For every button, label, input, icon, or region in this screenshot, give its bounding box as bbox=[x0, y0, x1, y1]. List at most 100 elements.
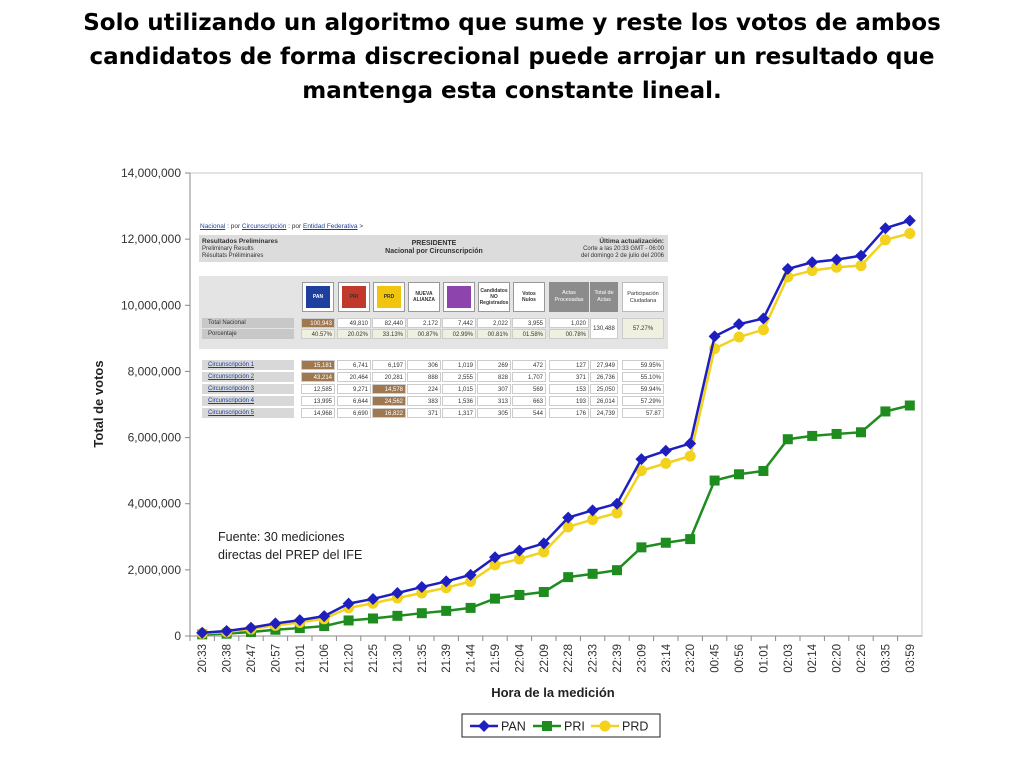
circunscripcion-part-cell: 57.29% bbox=[622, 396, 664, 406]
point-prd bbox=[831, 261, 843, 273]
circunscripcion-actas-cell: 193 bbox=[549, 396, 589, 406]
point-pri bbox=[441, 605, 452, 616]
point-pri bbox=[880, 406, 891, 417]
x-tick-label: 03:59 bbox=[905, 644, 917, 673]
pct-value-cell: 02.99% bbox=[442, 329, 476, 339]
point-pan bbox=[489, 551, 501, 564]
circunscripcion-value-cell: 544 bbox=[512, 408, 546, 418]
circunscripcion-value-cell: 224 bbox=[407, 384, 441, 394]
point-pri bbox=[343, 615, 354, 626]
point-pan bbox=[684, 437, 697, 450]
circunscripcion-value-cell: 6,197 bbox=[372, 360, 406, 370]
point-pan bbox=[440, 575, 453, 588]
point-pan bbox=[196, 626, 209, 639]
circunscripcion-part-cell: 55.10% bbox=[622, 372, 664, 382]
legend-marker-pri bbox=[542, 721, 552, 731]
circunscripcion-value-cell: 306 bbox=[407, 360, 441, 370]
x-tick-label: 22:33 bbox=[588, 644, 600, 673]
circunscripcion-value-cell: 1,317 bbox=[442, 408, 476, 418]
pct-value-cell: 00.81% bbox=[477, 329, 511, 339]
point-pan bbox=[855, 249, 867, 262]
legend-marker-pan bbox=[478, 720, 490, 732]
x-tick-label: 20:47 bbox=[246, 644, 258, 673]
circunscripcion-value-cell: 383 bbox=[407, 396, 441, 406]
point-prd bbox=[611, 507, 623, 519]
party-logo-label: PAN bbox=[306, 286, 330, 308]
point-pan bbox=[367, 592, 379, 605]
x-tick-label: 21:44 bbox=[466, 643, 478, 672]
circunscripcion-row-label: Circunscripción 5 bbox=[202, 408, 294, 418]
point-pri bbox=[636, 542, 647, 553]
point-prd bbox=[489, 559, 501, 571]
point-prd bbox=[879, 234, 891, 246]
point-prd bbox=[733, 331, 745, 343]
total-value-cell: 49,810 bbox=[337, 318, 371, 328]
total-value-cell: 3,955 bbox=[512, 318, 546, 328]
circunscripcion-total-cell: 26,736 bbox=[590, 372, 618, 382]
x-tick-label: 21:01 bbox=[295, 644, 307, 673]
circunscripcion-value-cell: 6,690 bbox=[337, 408, 371, 418]
pct-value-cell: 01.58% bbox=[512, 329, 546, 339]
total-participacion-cell: 57.27% bbox=[622, 318, 664, 339]
x-tick-label: 23:09 bbox=[636, 644, 648, 673]
header-left-2: Preliminary Results bbox=[202, 246, 254, 252]
party-logo bbox=[443, 282, 475, 312]
point-pan bbox=[220, 625, 233, 638]
circunscripcion-value-cell: 14,968 bbox=[301, 408, 335, 418]
x-tick-label: 20:57 bbox=[270, 644, 282, 673]
x-tick-label: 02:26 bbox=[856, 644, 868, 673]
x-tick-label: 21:30 bbox=[392, 644, 404, 673]
point-pan bbox=[635, 453, 648, 466]
y-axis-title: Total de votos bbox=[91, 360, 106, 447]
x-tick-label: 21:20 bbox=[344, 644, 356, 673]
point-pan bbox=[806, 256, 819, 269]
point-prd bbox=[538, 546, 550, 558]
point-prd bbox=[757, 324, 769, 336]
col-actas-procesadas: Actas Procesadas bbox=[549, 282, 589, 312]
point-pan bbox=[879, 222, 892, 235]
header-center-1: PRESIDENTE bbox=[411, 240, 457, 247]
circunscripcion-part-cell: 59.95% bbox=[622, 360, 664, 370]
point-pan bbox=[391, 587, 404, 600]
circunscripcion-row-label: Circunscripción 4 bbox=[202, 396, 294, 406]
circunscripcion-value-cell: 663 bbox=[512, 396, 546, 406]
prep-results-table-image: Nacional : por Circunscripción : por Ent… bbox=[197, 218, 671, 424]
total-value-cell: 100,943 bbox=[301, 318, 335, 328]
breadcrumb-sep-3: > bbox=[357, 223, 364, 230]
x-tick-label: 22:09 bbox=[539, 644, 551, 673]
party-logo: PRD bbox=[373, 282, 405, 312]
x-tick-label: 00:56 bbox=[734, 644, 746, 673]
total-value-cell: 82,440 bbox=[372, 318, 406, 328]
point-pri bbox=[685, 534, 696, 545]
point-pri bbox=[807, 430, 818, 441]
x-axis-title: Hora de la medición bbox=[491, 685, 615, 700]
total-actas-proc-cell: 1,020 bbox=[549, 318, 589, 328]
point-pri bbox=[612, 565, 622, 576]
point-pan bbox=[903, 214, 916, 227]
circunscripcion-value-cell: 569 bbox=[512, 384, 546, 394]
point-pan bbox=[269, 617, 282, 630]
circunscripcion-value-cell: 12,585 bbox=[301, 384, 335, 394]
circunscripcion-value-cell: 1,015 bbox=[442, 384, 476, 394]
point-pan bbox=[659, 444, 672, 457]
point-prd bbox=[440, 582, 452, 594]
inset-header: Resultados Preliminares Preliminary Resu… bbox=[199, 235, 668, 262]
header-left-3: Résultats Préliminaires bbox=[202, 253, 264, 259]
pct-actas-cell: 00.78% bbox=[549, 329, 589, 339]
point-pri bbox=[490, 593, 500, 604]
point-pri bbox=[368, 613, 378, 624]
x-tick-label: 02:03 bbox=[783, 644, 795, 673]
header-right-3: del domingo 2 de julio del 2006 bbox=[580, 253, 664, 259]
title-line-2: candidatos de forma discrecional puede a… bbox=[89, 44, 935, 70]
party-logo-label: Candidatos NO Registrados bbox=[479, 286, 509, 308]
x-tick-label: 21:06 bbox=[319, 644, 331, 673]
party-logo: PRI bbox=[338, 282, 370, 312]
circunscripcion-value-cell: 6,741 bbox=[337, 360, 371, 370]
circunscripcion-part-cell: 59.94% bbox=[622, 384, 664, 394]
x-tick-label: 21:25 bbox=[368, 644, 380, 673]
circunscripcion-value-cell: 307 bbox=[477, 384, 511, 394]
point-prd bbox=[513, 553, 525, 565]
circunscripcion-part-cell: 57.87 bbox=[622, 408, 664, 418]
pct-value-cell: 33.13% bbox=[372, 329, 406, 339]
header-right-2: Corte a las 20:33 GMT - 06:00 bbox=[583, 246, 664, 252]
